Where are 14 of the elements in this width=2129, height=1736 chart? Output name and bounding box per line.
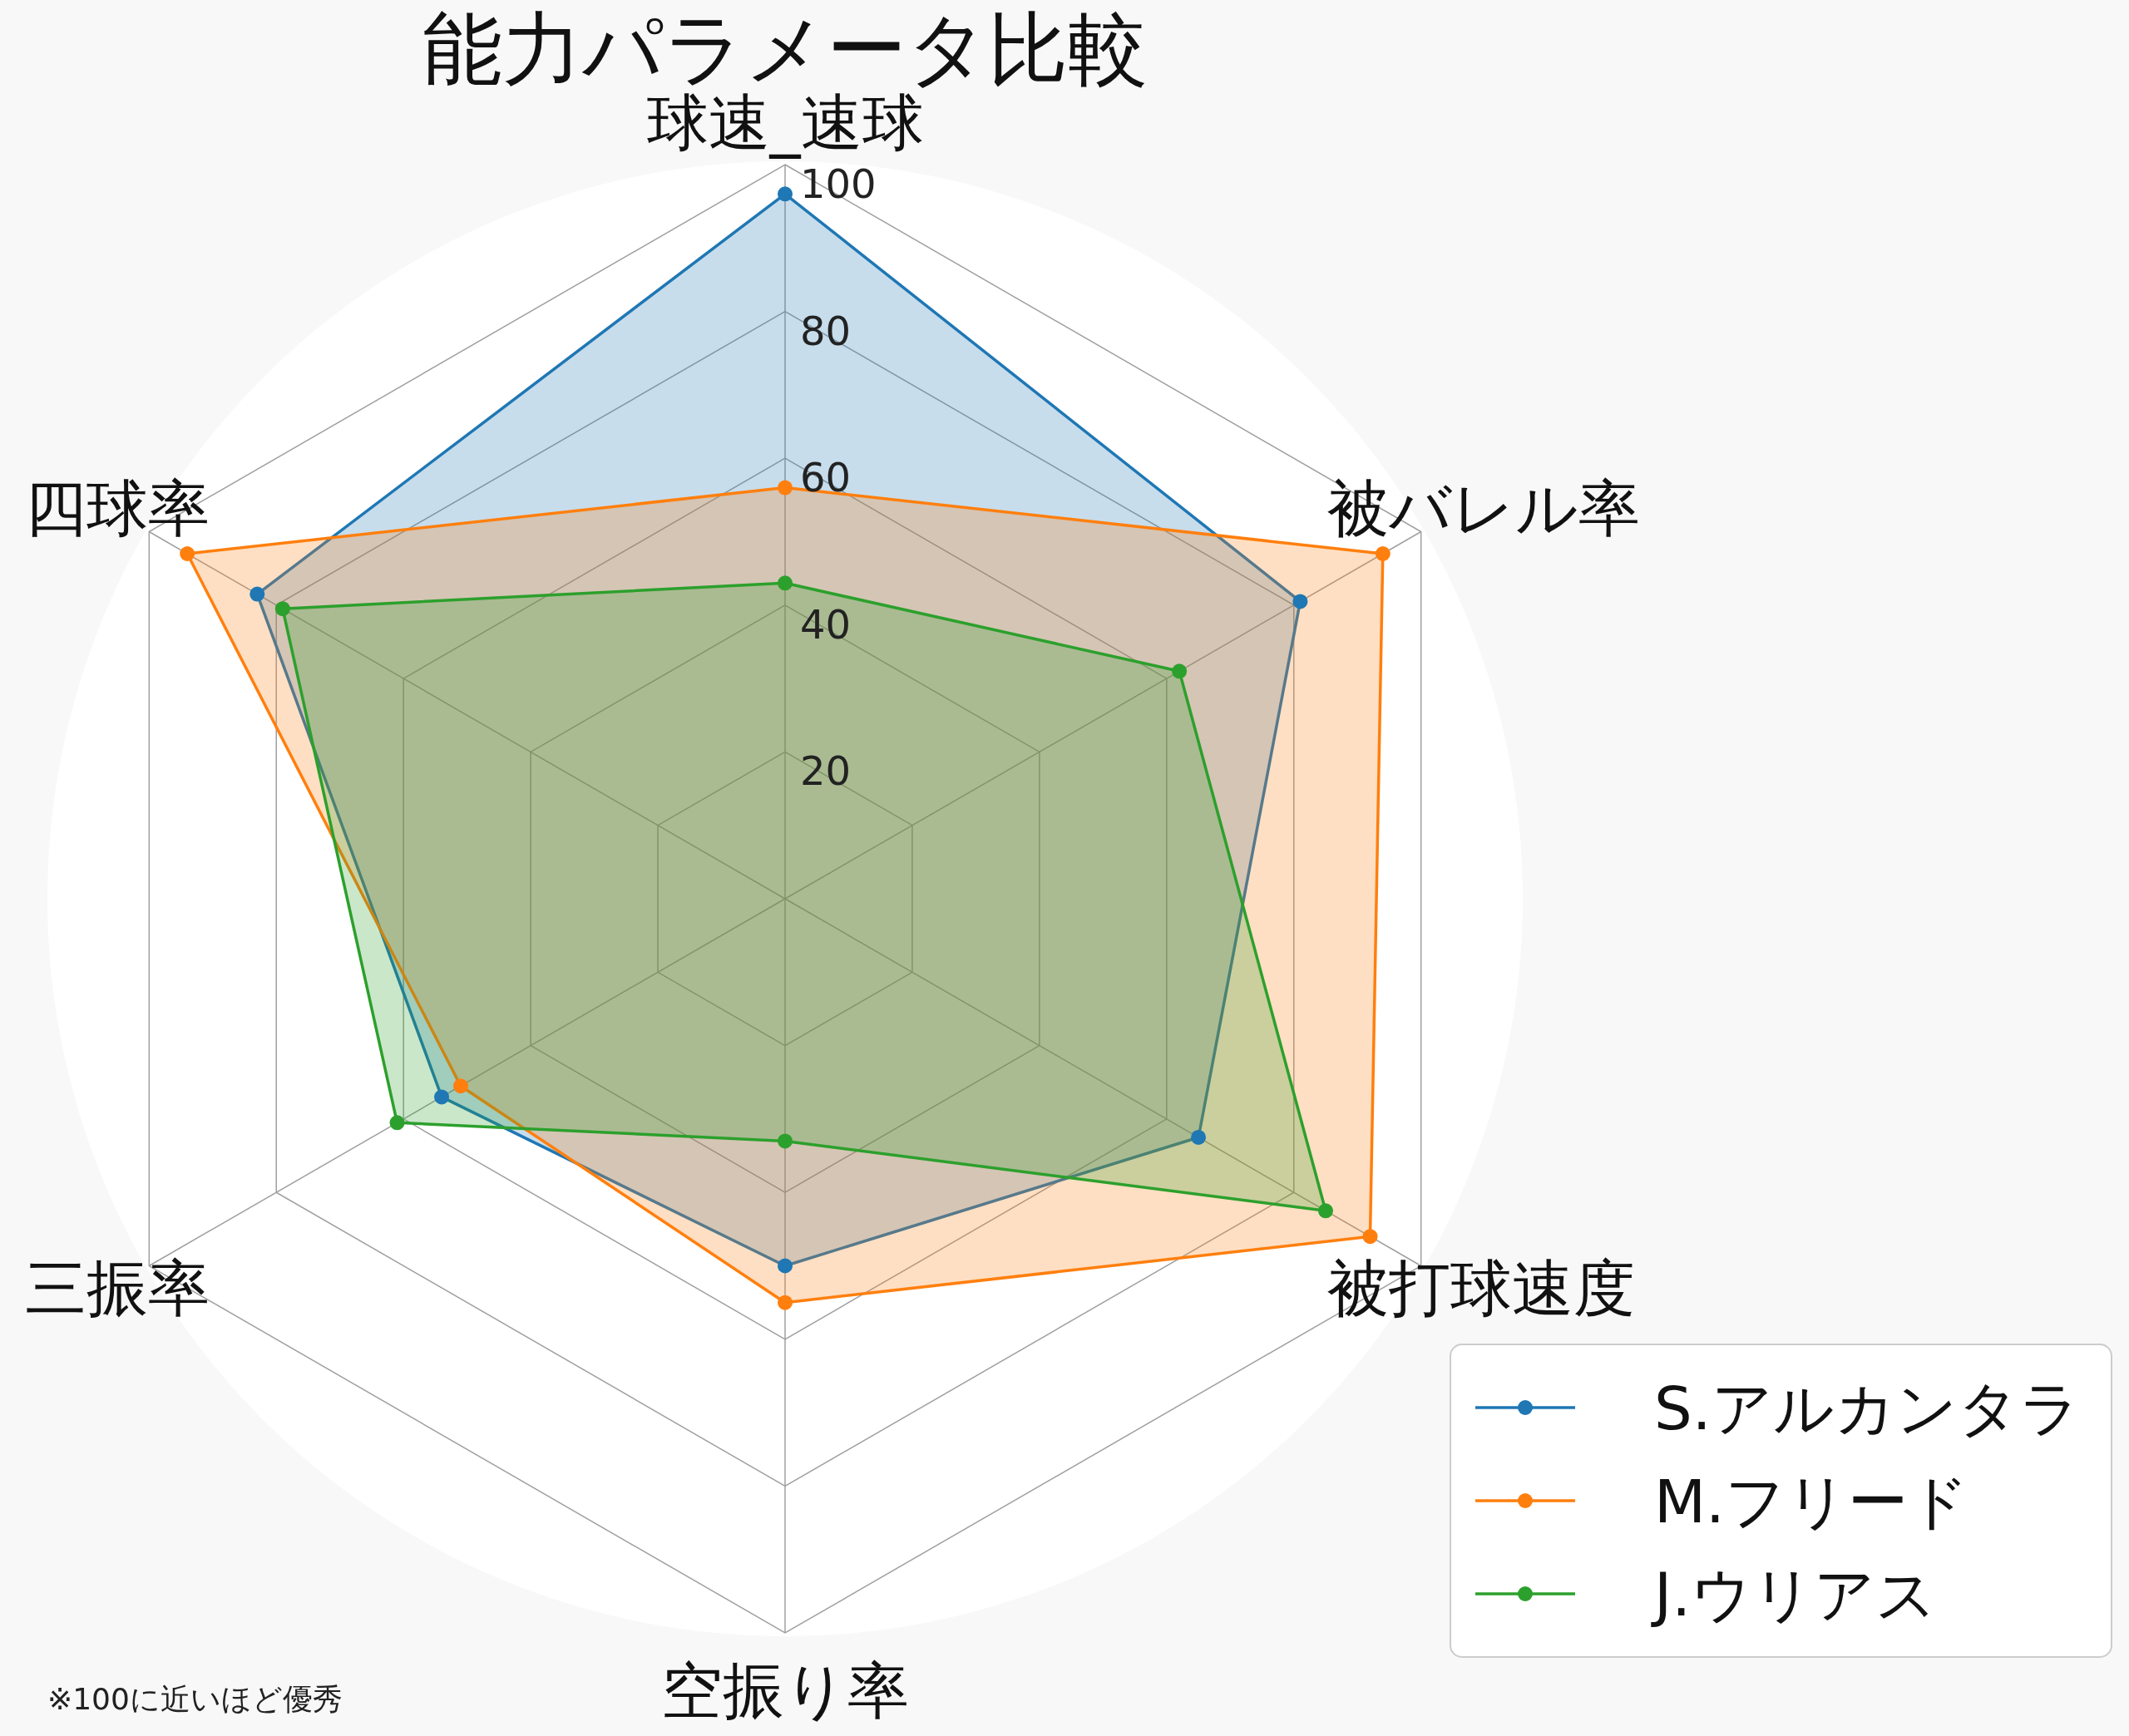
text: ※100に近いほど優秀 bbox=[47, 1682, 343, 1716]
spoke-label: 被打球速度 bbox=[1327, 1252, 1636, 1324]
legend-label: J.ウリアス bbox=[1651, 1560, 1938, 1630]
spoke-label: 被バレル率 bbox=[1327, 472, 1641, 544]
spoke-label: 三振率 bbox=[24, 1252, 210, 1324]
y-tick-label: 100 bbox=[800, 160, 877, 207]
legend-label: M.フリード bbox=[1654, 1467, 1970, 1536]
spoke-label: 四球率 bbox=[24, 472, 210, 544]
spoke-label: 空振り率 bbox=[661, 1655, 909, 1726]
legend-label: S.アルカンタラ bbox=[1654, 1374, 2081, 1443]
y-tick-label: 60 bbox=[800, 454, 852, 501]
y-tick-label: 20 bbox=[800, 747, 852, 795]
y-tick-label: 80 bbox=[800, 307, 852, 354]
y-tick-label: 40 bbox=[800, 600, 852, 648]
